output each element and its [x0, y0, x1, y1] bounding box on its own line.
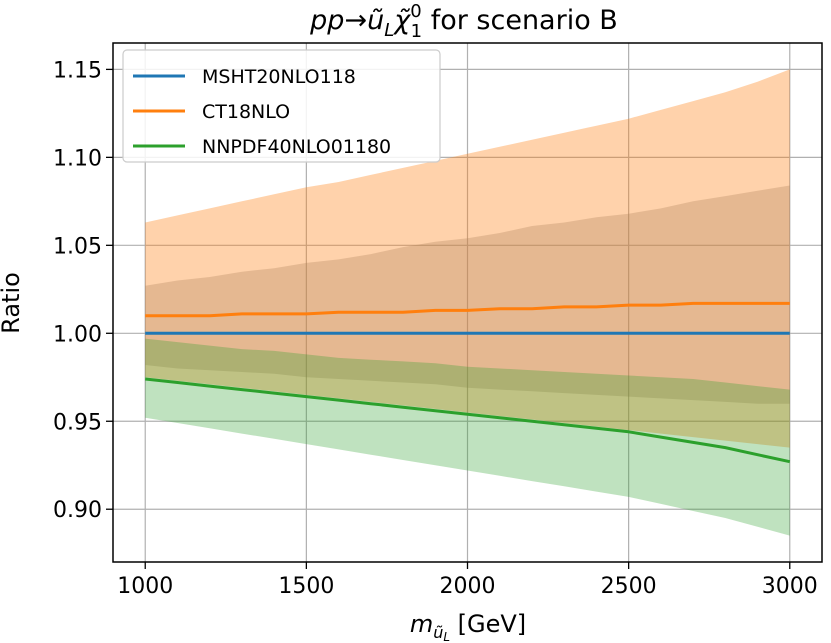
band-msht20nlo118 [145, 185, 790, 404]
chart-title: pp→ũLχ̃0 1 for scenario B [309, 1, 618, 42]
x-tick-label: 3000 [762, 574, 818, 599]
y-ticks: 0.90 0.95 1.00 1.05 1.10 1.15 [53, 58, 113, 523]
legend: MSHT20NLO118 CT18NLO NNPDF40NLO01180 [122, 49, 441, 163]
x-axis-label: mũL [GeV] [410, 610, 526, 643]
x-tick-label: 2000 [440, 574, 496, 599]
x-tick-label: 1000 [117, 574, 173, 599]
x-tick-label: 1500 [278, 574, 334, 599]
series-lines [145, 301, 791, 464]
y-tick-label: 1.15 [53, 58, 102, 83]
legend-label-nnpdf40nlo01180: NNPDF40NLO01180 [202, 136, 391, 158]
legend-label-ct18nlo: CT18NLO [202, 101, 290, 123]
x-ticks: 1000 1500 2000 2500 3000 [117, 562, 818, 599]
line-ct18nlo [145, 301, 790, 318]
y-tick-label: 0.90 [53, 498, 102, 523]
y-tick-label: 1.00 [53, 322, 102, 347]
line-nnpdf40nlo01180 [145, 377, 791, 464]
y-tick-label: 1.05 [53, 234, 102, 259]
legend-box [122, 49, 441, 163]
x-tick-label: 2500 [601, 574, 657, 599]
legend-label-msht20nlo118: MSHT20NLO118 [202, 66, 356, 88]
band-ct18nlo [145, 69, 790, 448]
y-tick-label: 0.95 [53, 410, 102, 435]
band-nnpdf40nlo01180 [145, 338, 790, 536]
y-tick-label: 1.10 [53, 146, 102, 171]
uncertainty-bands [145, 69, 790, 536]
y-axis-label: Ratio [0, 272, 25, 334]
